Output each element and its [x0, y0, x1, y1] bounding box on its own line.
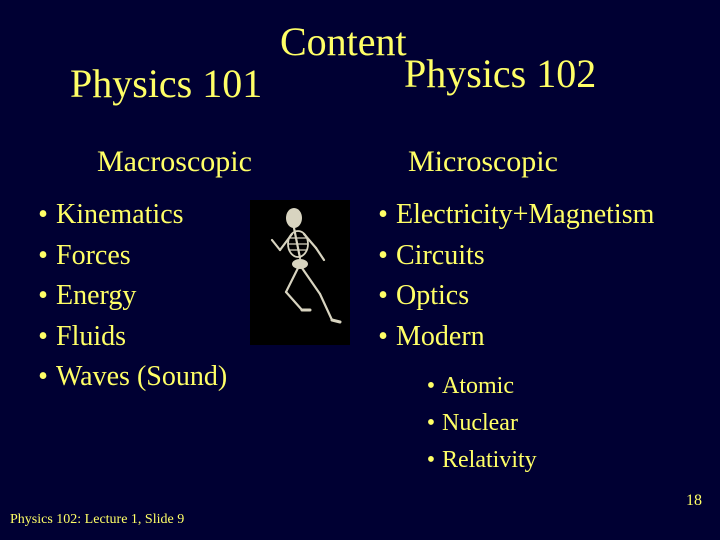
list-item: Waves (Sound) [30, 357, 227, 398]
list-item: Forces [30, 236, 227, 277]
slide-title: Content [280, 18, 407, 65]
sublist-modern-topics: Atomic Nuclear Relativity [420, 368, 537, 480]
list-item: Fluids [30, 317, 227, 358]
list-item: Atomic [420, 368, 537, 405]
footer-lecture-info: Physics 102: Lecture 1, Slide 9 [10, 512, 184, 528]
running-skeleton-image [250, 200, 350, 345]
heading-physics-101: Physics 101 [70, 60, 262, 107]
list-item: Optics [370, 276, 654, 317]
list-item: Nuclear [420, 405, 537, 442]
list-item: Circuits [370, 236, 654, 277]
list-item: Electricity+Magnetism [370, 195, 654, 236]
slide-number: 18 [686, 492, 702, 510]
list-item: Relativity [420, 442, 537, 479]
list-item: Energy [30, 276, 227, 317]
list-physics-101-topics: Kinematics Forces Energy Fluids Waves (S… [30, 195, 227, 398]
list-item: Kinematics [30, 195, 227, 236]
subheading-macroscopic: Macroscopic [97, 145, 252, 179]
list-item: Modern [370, 317, 654, 358]
heading-physics-102: Physics 102 [404, 50, 596, 97]
subheading-microscopic: Microscopic [408, 145, 558, 179]
list-physics-102-topics: Electricity+Magnetism Circuits Optics Mo… [370, 195, 654, 357]
